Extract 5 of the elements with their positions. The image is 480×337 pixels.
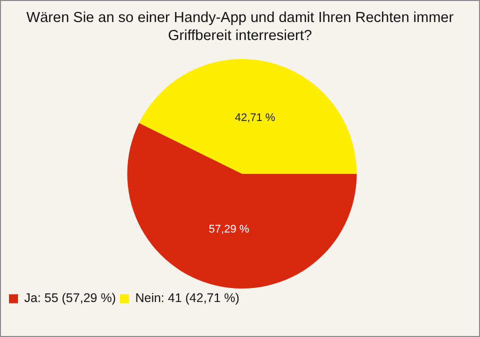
data-label: 42,71 % (234, 112, 276, 124)
data-label: 57,29 % (208, 224, 250, 236)
legend-label: Ja: 55 (57,29 %) (24, 291, 116, 306)
chart-title: Wären Sie an so einer Handy-App und damit Ihren Rechten immer Griffbereit interresiert? (25, 9, 455, 45)
legend-label: Nein: 41 (42,71 %) (135, 291, 240, 306)
